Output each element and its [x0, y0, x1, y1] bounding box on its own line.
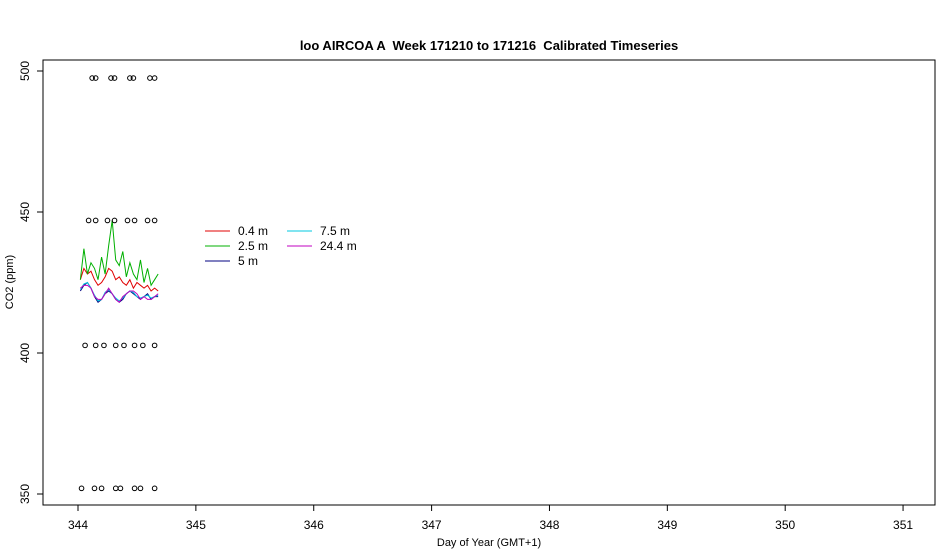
flag-marker [127, 75, 133, 81]
flag-marker [111, 217, 118, 224]
flag-marker [151, 75, 158, 81]
flag-marker [91, 485, 98, 492]
flag-marker [92, 75, 99, 81]
flag-marker [82, 342, 88, 349]
flag-marker [151, 217, 158, 224]
legend-label: 7.5 m [320, 224, 350, 238]
legend-label: 0.4 m [238, 224, 268, 238]
x-tick-label: 351 [893, 518, 913, 532]
chart-title: loo AIRCOA A Week 171210 to 171216 Calib… [300, 38, 678, 53]
flag-marker [131, 342, 138, 349]
x-tick-label: 350 [775, 518, 795, 532]
legend-label: 2.5 m [238, 239, 268, 253]
flag-marker [151, 342, 158, 349]
flag-marker [131, 485, 138, 492]
flag-marker [98, 485, 105, 492]
flag-marker [124, 217, 131, 224]
y-tick-label: 350 [18, 484, 32, 504]
flag-marker [117, 485, 124, 492]
x-tick-label: 344 [68, 518, 88, 532]
flag-marker [151, 485, 158, 492]
series-line [79, 267, 159, 292]
x-tick-label: 347 [422, 518, 442, 532]
legend-label: 24.4 m [320, 239, 357, 253]
flag-marker [108, 75, 114, 81]
flag-marker [144, 217, 151, 224]
flag-marker [130, 75, 137, 81]
flag-marker [92, 342, 99, 349]
flag-marker [112, 342, 119, 349]
y-tick-label: 450 [18, 202, 32, 222]
flag-marker [101, 342, 107, 349]
flag-marker [121, 342, 127, 349]
x-tick-label: 346 [304, 518, 324, 532]
flag-marker [78, 485, 85, 492]
legend-label: 5 m [238, 254, 258, 268]
y-tick-label: 400 [18, 343, 32, 363]
flag-marker [140, 342, 146, 349]
series-line [79, 220, 159, 287]
flag-marker [89, 75, 95, 81]
flag-marker [85, 217, 92, 224]
series-line [80, 284, 159, 303]
flag-marker [104, 217, 111, 224]
x-tick-label: 345 [186, 518, 206, 532]
flag-marker [131, 217, 138, 224]
plot-frame [42, 59, 936, 506]
flag-marker [137, 485, 144, 492]
x-tick-label: 349 [657, 518, 677, 532]
flag-marker [111, 75, 118, 81]
y-axis-label: CO2 (ppm) [4, 255, 16, 309]
y-tick-label: 500 [18, 61, 32, 81]
x-tick-label: 348 [539, 518, 559, 532]
flag-marker [92, 217, 99, 224]
x-axis-label: Day of Year (GMT+1) [437, 537, 541, 549]
